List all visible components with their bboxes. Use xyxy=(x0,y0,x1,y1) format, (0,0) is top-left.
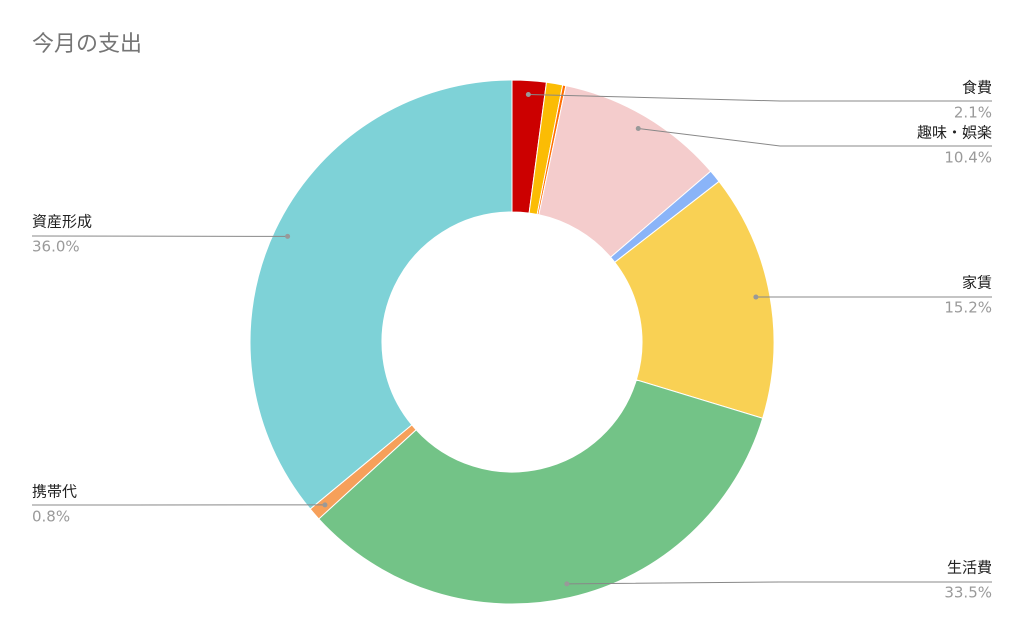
leader-dot xyxy=(753,294,759,300)
donut-slice xyxy=(614,180,775,419)
slice-value-label: 10.4% xyxy=(944,149,992,167)
leader-line xyxy=(528,94,992,102)
leader-dot xyxy=(285,233,291,239)
slice-value-label: 2.1% xyxy=(954,104,992,122)
slice-value-label: 15.2% xyxy=(944,299,992,317)
leader-dot xyxy=(564,581,570,587)
slice-value-label: 33.5% xyxy=(944,584,992,602)
slice-value-label: 0.8% xyxy=(32,508,70,526)
slice-label: 資産形成 xyxy=(32,213,92,231)
slice-label: 携帯代 xyxy=(32,483,77,501)
leader-dot xyxy=(322,502,328,508)
slice-label: 生活費 xyxy=(947,559,992,577)
leader-dot xyxy=(635,126,641,132)
slice-label: 家賃 xyxy=(962,274,992,292)
donut-slice xyxy=(318,379,764,605)
slice-label: 食費 xyxy=(962,79,992,97)
leader-line xyxy=(566,581,992,585)
chart-title: 今月の支出 xyxy=(32,32,142,57)
slice-label: 趣味・娯楽 xyxy=(917,124,992,142)
leader-dot xyxy=(525,92,531,98)
slice-value-label: 36.0% xyxy=(32,238,80,256)
donut-slice xyxy=(249,79,513,510)
leader-line xyxy=(638,128,992,147)
